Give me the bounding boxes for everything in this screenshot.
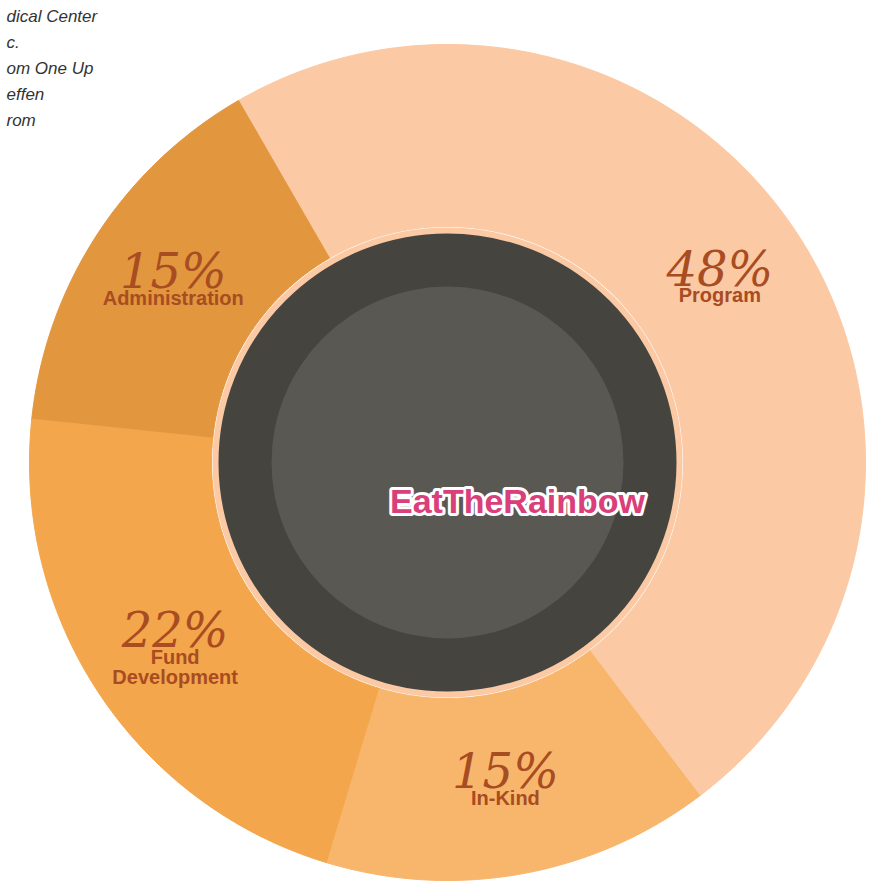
svg-text:EatTheRainbow: EatTheRainbow — [390, 482, 646, 520]
svg-text:15%: 15% — [452, 743, 559, 800]
svg-text:rom: rom — [7, 111, 36, 130]
svg-text:In-Kind: In-Kind — [471, 787, 540, 809]
svg-text:om One Up: om One Up — [7, 59, 94, 78]
svg-text:dical Center: dical Center — [7, 7, 99, 26]
svg-text:effen: effen — [7, 85, 45, 104]
svg-text:22%: 22% — [121, 602, 229, 659]
svg-text:FundDevelopment: FundDevelopment — [112, 646, 238, 688]
svg-text:15%: 15% — [119, 243, 227, 300]
svg-text:Program: Program — [679, 284, 761, 306]
svg-text:c.: c. — [7, 33, 20, 52]
svg-text:Administration: Administration — [103, 287, 244, 309]
svg-text:48%: 48% — [666, 240, 774, 297]
